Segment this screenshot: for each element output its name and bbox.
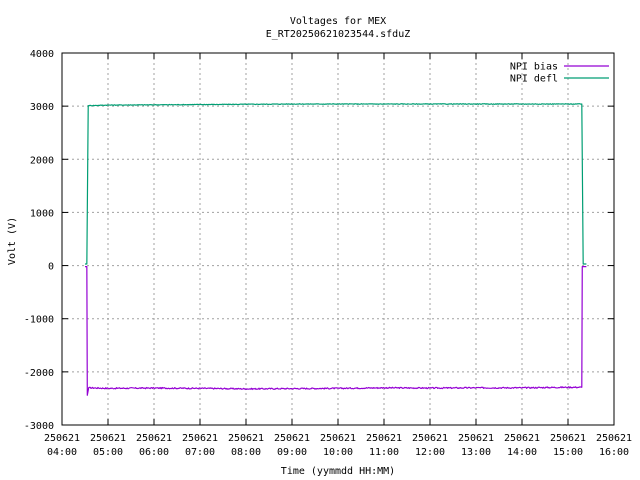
- x-tick-time-label: 04:00: [47, 447, 77, 458]
- chart-subtitle: E_RT20250621023544.sfduZ: [266, 29, 411, 40]
- y-tick-label: 4000: [30, 49, 54, 60]
- x-tick-date-label: 250621: [274, 433, 310, 444]
- series-line-npi-defl: [85, 103, 587, 265]
- y-tick-label: 0: [48, 262, 54, 273]
- legend-label: NPI bias: [510, 62, 558, 73]
- y-tick-label: -1000: [24, 315, 54, 326]
- x-tick-time-label: 06:00: [139, 447, 169, 458]
- x-tick-time-label: 16:00: [599, 447, 629, 458]
- x-tick-time-label: 11:00: [369, 447, 399, 458]
- plot-frame: [61, 52, 615, 426]
- y-axis-label: Volt (V): [7, 217, 18, 265]
- x-tick-date-label: 250621: [504, 433, 540, 444]
- x-tick-date-label: 250621: [90, 433, 126, 444]
- x-tick-date-label: 250621: [596, 433, 632, 444]
- grid-lines: [62, 53, 614, 425]
- x-tick-date-label: 250621: [366, 433, 402, 444]
- x-tick-time-label: 10:00: [323, 447, 353, 458]
- x-tick-date-label: 250621: [136, 433, 172, 444]
- x-tick-date-label: 250621: [228, 433, 264, 444]
- x-tick-time-label: 09:00: [277, 447, 307, 458]
- x-tick-time-label: 08:00: [231, 447, 261, 458]
- y-tick-label: -2000: [24, 368, 54, 379]
- x-tick-date-label: 250621: [412, 433, 448, 444]
- x-tick-time-label: 14:00: [507, 447, 537, 458]
- data-series: [85, 103, 587, 396]
- y-tick-label: 1000: [30, 208, 54, 219]
- x-tick-time-label: 15:00: [553, 447, 583, 458]
- x-tick-date-label: 250621: [182, 433, 218, 444]
- axis-ticks: -3000 -2000 -1000 0 1000 2000 3000 4000 250621 04…: [24, 49, 632, 458]
- chart-title: Voltages for MEX: [290, 16, 386, 27]
- series-line-npi-bias: [85, 266, 587, 396]
- x-tick-date-label: 250621: [44, 433, 80, 444]
- x-tick-time-label: 12:00: [415, 447, 445, 458]
- y-tick-label: -3000: [24, 421, 54, 432]
- y-tick-label: 2000: [30, 155, 54, 166]
- x-tick-time-label: 13:00: [461, 447, 491, 458]
- x-tick-time-label: 05:00: [93, 447, 123, 458]
- x-axis-label: Time (yymmdd HH:MM): [281, 466, 395, 477]
- x-tick-date-label: 250621: [458, 433, 494, 444]
- x-tick-time-label: 07:00: [185, 447, 215, 458]
- x-tick-date-label: 250621: [550, 433, 586, 444]
- x-tick-date-label: 250621: [320, 433, 356, 444]
- y-tick-label: 3000: [30, 102, 54, 113]
- legend-label: NPI defl: [510, 74, 558, 85]
